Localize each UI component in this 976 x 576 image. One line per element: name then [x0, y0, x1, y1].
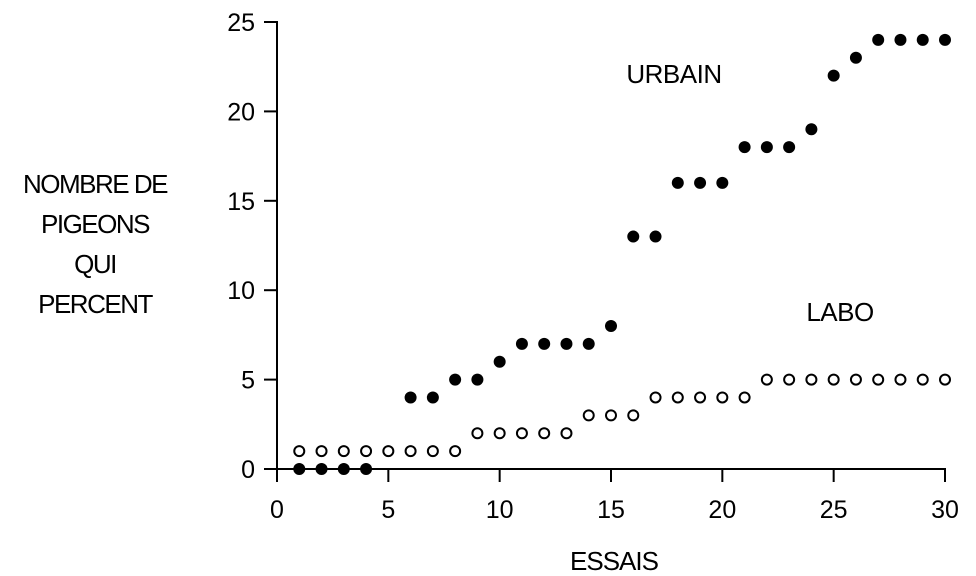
point-urbain: [872, 33, 885, 46]
point-labo: [671, 391, 684, 404]
point-urbain: [493, 355, 506, 368]
point-labo: [426, 445, 439, 458]
y-tick-label: 10: [227, 277, 255, 305]
point-labo: [783, 373, 796, 386]
point-urbain: [315, 463, 328, 475]
x-tick-label: 25: [820, 496, 848, 524]
point-urbain: [738, 141, 751, 154]
point-labo: [716, 391, 729, 404]
axes: 0 5 10 15 20 25 30 0 5 10 15 20 25: [227, 9, 959, 524]
point-urbain: [849, 51, 862, 64]
point-urbain: [760, 141, 773, 154]
point-labo: [939, 373, 951, 386]
x-tick-label: 5: [381, 496, 395, 524]
point-urbain: [694, 176, 707, 189]
point-urbain: [360, 463, 373, 475]
point-labo: [738, 391, 751, 404]
point-labo: [605, 409, 617, 422]
point-urbain: [582, 337, 595, 350]
y-tick-label: 15: [227, 188, 255, 216]
y-axis-title-line-3: QUI: [74, 249, 116, 279]
x-tick-label: 20: [708, 496, 736, 524]
x-tick-label: 15: [597, 496, 625, 524]
y-tick-label: 5: [241, 367, 255, 395]
point-labo: [627, 409, 640, 422]
point-labo: [382, 445, 395, 458]
point-labo: [694, 391, 707, 404]
point-labo: [315, 445, 328, 458]
point-urbain: [716, 176, 729, 189]
point-urbain: [939, 33, 951, 46]
point-urbain: [538, 337, 551, 350]
point-labo: [493, 427, 506, 440]
point-urbain: [449, 373, 462, 386]
point-urbain: [560, 337, 573, 350]
point-urbain: [783, 141, 796, 154]
point-urbain: [605, 319, 617, 332]
y-axis-title-line-4: PERCENT: [38, 289, 153, 319]
point-labo: [582, 409, 595, 422]
point-labo: [916, 373, 929, 386]
point-urbain: [404, 391, 417, 404]
point-urbain: [627, 230, 640, 243]
point-urbain: [827, 69, 840, 82]
point-labo: [760, 373, 773, 386]
point-urbain: [649, 230, 662, 243]
point-labo: [515, 427, 528, 440]
y-tick-label: 20: [227, 98, 255, 126]
point-urbain: [471, 373, 484, 386]
point-labo: [649, 391, 662, 404]
point-labo: [827, 373, 840, 386]
data-marks: [293, 33, 951, 475]
point-urbain: [805, 123, 818, 136]
point-urbain: [337, 463, 350, 475]
x-tick-label: 0: [270, 496, 284, 524]
series-label-urbain: URBAIN: [626, 59, 721, 89]
point-labo: [404, 445, 417, 458]
point-urbain: [515, 337, 528, 350]
point-urbain: [426, 391, 439, 404]
point-labo: [360, 445, 373, 458]
point-labo: [849, 373, 862, 386]
point-labo: [449, 445, 462, 458]
point-urbain: [916, 33, 929, 46]
point-labo: [805, 373, 818, 386]
point-urbain: [894, 33, 907, 46]
point-labo: [560, 427, 573, 440]
point-labo: [872, 373, 885, 386]
point-labo: [293, 445, 306, 458]
x-axis-title: ESSAIS: [570, 546, 659, 576]
point-labo: [471, 427, 484, 440]
y-axis-title-line-1: NOMBRE DE: [23, 169, 168, 199]
point-labo: [337, 445, 350, 458]
y-axis-title-line-2: PIGEONS: [41, 209, 150, 239]
point-labo: [538, 427, 551, 440]
y-tick-label: 0: [241, 456, 255, 484]
y-tick-label: 25: [227, 9, 255, 37]
point-urbain: [293, 463, 306, 475]
point-urbain: [671, 176, 684, 189]
x-tick-label: 10: [486, 496, 514, 524]
point-labo: [894, 373, 907, 386]
series-label-labo: LABO: [806, 297, 873, 327]
x-tick-label: 30: [931, 496, 959, 524]
y-axis-title: NOMBRE DE PIGEONS QUI PERCENT: [23, 169, 170, 319]
